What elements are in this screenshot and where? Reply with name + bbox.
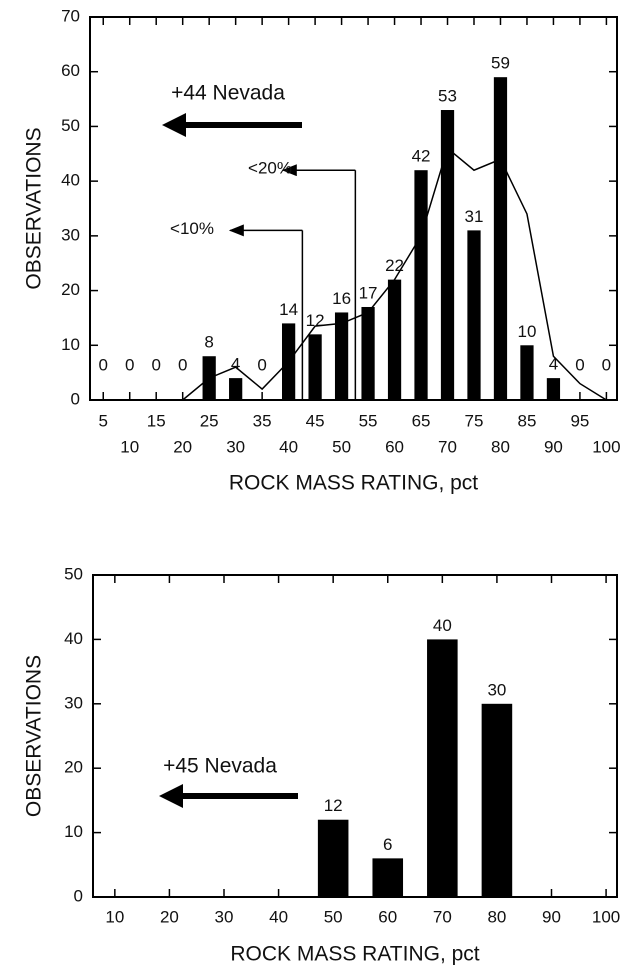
annotation: <20% xyxy=(248,159,292,178)
value-label: 8 xyxy=(204,333,213,352)
y-tick-label: 10 xyxy=(61,335,80,354)
plot-frame xyxy=(92,574,618,898)
value-label: 53 xyxy=(438,86,457,105)
bar xyxy=(308,334,322,400)
annotation: +45 Nevada xyxy=(163,755,277,778)
y-tick-label: 70 xyxy=(61,6,80,25)
x-tick-label: 90 xyxy=(544,437,563,456)
bar xyxy=(467,230,481,400)
value-label: 6 xyxy=(383,835,392,854)
x-tick-label: 100 xyxy=(592,907,620,926)
x-tick-label: 35 xyxy=(253,411,272,430)
value-label: 0 xyxy=(602,355,611,374)
bar xyxy=(334,312,349,400)
y-tick-label: 40 xyxy=(61,171,80,190)
y-tick-label: 20 xyxy=(61,280,80,299)
y-tick-label: 20 xyxy=(64,758,83,777)
value-label: 0 xyxy=(125,355,134,374)
x-tick-label: 50 xyxy=(332,437,351,456)
x-tick-label: 70 xyxy=(433,907,452,926)
x-tick-label: 55 xyxy=(359,411,378,430)
value-label: 17 xyxy=(359,283,378,302)
trend-line xyxy=(182,147,607,401)
value-label: 14 xyxy=(279,300,298,319)
bar xyxy=(387,279,402,400)
x-tick-label: 65 xyxy=(412,411,431,430)
x-tick-label: 95 xyxy=(570,411,589,430)
bar xyxy=(414,170,428,400)
x-tick-label: 20 xyxy=(173,437,192,456)
y-tick-label: 30 xyxy=(61,225,80,244)
value-label: 0 xyxy=(257,355,266,374)
value-label: 0 xyxy=(99,355,108,374)
y-tick-label: 60 xyxy=(61,61,80,80)
value-label: 10 xyxy=(517,322,536,341)
value-label: 12 xyxy=(324,796,343,815)
value-label: 0 xyxy=(178,355,187,374)
bar xyxy=(493,77,508,400)
x-tick-label: 60 xyxy=(378,907,397,926)
bar xyxy=(229,378,243,400)
bar xyxy=(481,703,513,897)
x-tick-label: 50 xyxy=(324,907,343,926)
x-axis-title: ROCK MASS RATING, pct xyxy=(229,472,478,495)
value-label: 16 xyxy=(332,289,351,308)
bar xyxy=(427,639,458,897)
x-tick-label: 80 xyxy=(487,907,506,926)
value-label: 4 xyxy=(231,355,240,374)
value-label: 30 xyxy=(487,680,506,699)
x-tick-label: 40 xyxy=(269,907,288,926)
x-tick-label: 40 xyxy=(279,437,298,456)
x-tick-label: 100 xyxy=(592,437,620,456)
bar xyxy=(440,110,455,400)
annotation: +44 Nevada xyxy=(171,82,285,105)
x-tick-label: 10 xyxy=(105,907,124,926)
y-axis-title: OBSERVATIONS xyxy=(23,655,46,817)
bar xyxy=(361,306,375,400)
x-tick-label: 90 xyxy=(542,907,561,926)
y-tick-label: 30 xyxy=(64,693,83,712)
x-tick-label: 80 xyxy=(491,437,510,456)
x-tick-label: 25 xyxy=(200,411,219,430)
value-label: 31 xyxy=(465,207,484,226)
annotation: <10% xyxy=(170,219,214,238)
y-tick-label: 0 xyxy=(74,886,83,905)
x-tick-label: 45 xyxy=(306,411,325,430)
plot-frame xyxy=(89,16,618,401)
y-tick-label: 50 xyxy=(64,564,83,583)
x-tick-label: 15 xyxy=(147,411,166,430)
value-label: 22 xyxy=(385,256,404,275)
y-tick-label: 10 xyxy=(64,822,83,841)
y-tick-label: 50 xyxy=(61,116,80,135)
value-label: 0 xyxy=(575,355,584,374)
value-label: 59 xyxy=(491,54,510,73)
value-label: 4 xyxy=(549,355,558,374)
x-tick-label: 70 xyxy=(438,437,457,456)
x-tick-label: 60 xyxy=(385,437,404,456)
bar xyxy=(546,378,561,400)
x-tick-label: 85 xyxy=(517,411,536,430)
y-tick-label: 0 xyxy=(71,389,80,408)
x-tick-label: 10 xyxy=(120,437,139,456)
y-tick-label: 40 xyxy=(64,629,83,648)
value-label: 42 xyxy=(412,147,431,166)
x-tick-label: 30 xyxy=(226,437,245,456)
x-axis-title: ROCK MASS RATING, pct xyxy=(230,943,479,966)
x-tick-label: 75 xyxy=(465,411,484,430)
x-tick-label: 30 xyxy=(215,907,234,926)
y-axis-title: OBSERVATIONS xyxy=(23,127,46,289)
value-label: 0 xyxy=(151,355,160,374)
x-tick-label: 5 xyxy=(99,411,108,430)
bar xyxy=(520,345,534,400)
bar xyxy=(317,819,349,897)
value-label: 40 xyxy=(433,616,452,635)
x-tick-label: 20 xyxy=(160,907,179,926)
